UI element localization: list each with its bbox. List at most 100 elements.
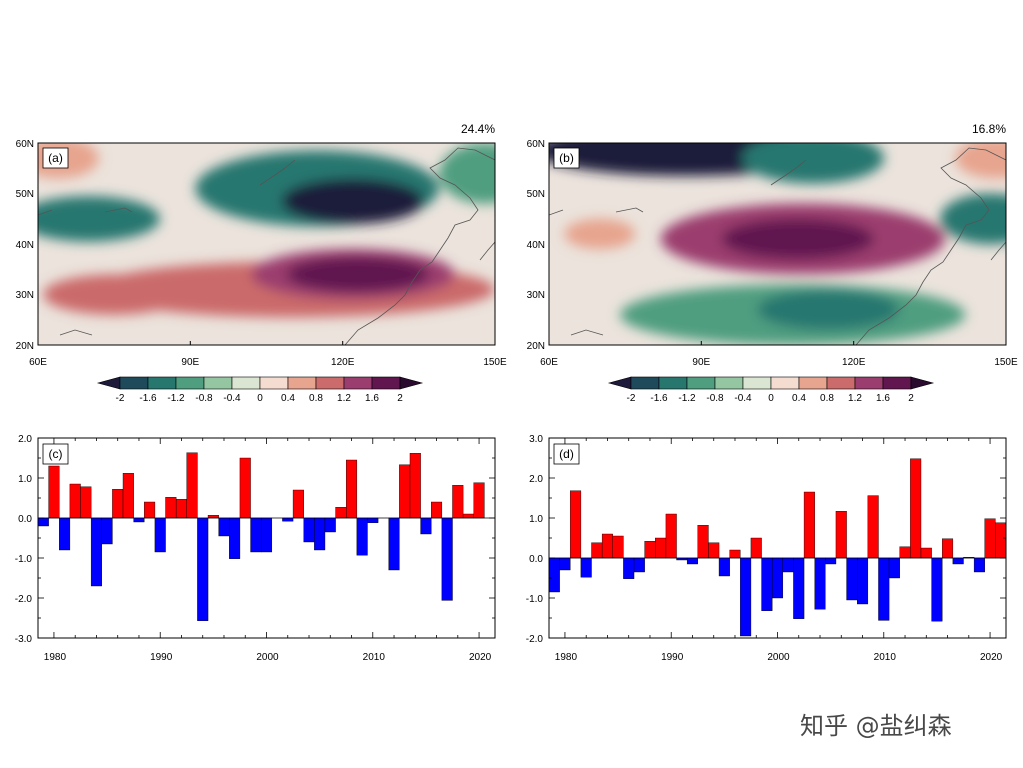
bar-d-bar-2001 xyxy=(782,557,794,573)
bar-d-bar-1979 xyxy=(548,557,560,593)
bar-d-ytick-label: 3.0 xyxy=(529,434,543,445)
map-a-anomaly-blob-2 xyxy=(281,178,424,224)
map-a-panel-label-box: (a) xyxy=(42,147,69,169)
bar-d-x-ticks: 1980 1990 2000 2010 2020 xyxy=(555,652,1003,663)
map-b-anomaly-field xyxy=(549,143,1006,345)
colorbar-a-swatch-5 xyxy=(231,376,261,390)
map-b-coastline xyxy=(549,147,1006,345)
bar-c-bar-1993 xyxy=(186,452,198,519)
map-b-xtick-label: 60E xyxy=(540,357,558,368)
bar-d-bar-2010 xyxy=(878,557,890,621)
map-a-ytick-label: 20N xyxy=(16,341,34,352)
colorbar-a-label: 0.4 xyxy=(281,393,295,404)
colorbar-a-swatch-8 xyxy=(315,376,345,390)
bar-d-bar-2000 xyxy=(771,557,784,599)
map-a-y-ticks: 60N 50N 40N 30N 20N xyxy=(16,139,34,352)
bar-c-xtick-label: 1990 xyxy=(150,652,173,663)
map-a-variance-label: 24.4% xyxy=(461,122,495,136)
map-b-variance-label: 16.8% xyxy=(972,122,1006,136)
map-b-anomaly-blob-1 xyxy=(741,143,885,184)
bar-c-bar-2002 xyxy=(282,517,294,522)
bar-d-panel-label: (d) xyxy=(559,447,574,461)
bar-d-xtick-label: 1990 xyxy=(661,652,684,663)
bar-c-bar-2003 xyxy=(292,489,304,519)
colorbar-b-swatch-5 xyxy=(742,376,772,390)
colorbar-b-swatch-3 xyxy=(686,376,716,390)
bar-c-bar-2007 xyxy=(335,507,347,519)
map-b-anomaly-blob-2 xyxy=(940,193,1006,245)
bar-d-bar-2021 xyxy=(995,522,1007,559)
bar-d-bar-2020 xyxy=(984,518,996,559)
bar-c-bar-1979 xyxy=(37,517,49,527)
colorbar-b-swatches xyxy=(607,376,935,390)
bar-d-bar-1982 xyxy=(580,557,592,578)
bar-c-ytick-label: 2.0 xyxy=(18,434,32,445)
map-b-y-ticks: 60N 50N 40N 30N 20N xyxy=(527,139,545,352)
bar-d-bar-2015 xyxy=(931,557,943,622)
colorbar-a-label: 0.8 xyxy=(309,393,323,404)
bar-c-bar-1988 xyxy=(133,517,145,523)
bar-d-bar-1984 xyxy=(601,533,613,559)
map-a-anomaly-blob-3 xyxy=(439,143,495,204)
colorbar-b-low-end-triangle xyxy=(607,376,632,390)
bar-c-xtick-label: 2020 xyxy=(469,652,492,663)
colorbar-b-label: -0.8 xyxy=(706,393,724,404)
colorbar-b-swatch-10 xyxy=(882,376,912,390)
colorbar-b: -2 -1.6 -1.2 -0.8 -0.4 0 0.4 0.8 1.2 1.6 2 xyxy=(607,376,935,404)
bar-c-label-frame xyxy=(42,443,69,465)
colorbar-a-swatch-6 xyxy=(259,376,289,390)
bar-panel-c: 2.0 1.0 0.0 -1.0 -2.0 -3.0 1980 1990 200… xyxy=(15,434,496,663)
bar-c-bar-1985 xyxy=(101,517,113,545)
bar-d-background xyxy=(549,438,1006,638)
map-a-ytick-label: 40N xyxy=(16,240,34,251)
bar-d-xtick-label: 2010 xyxy=(874,652,897,663)
bar-c-bar-2005 xyxy=(314,517,326,551)
colorbar-b-label: -0.4 xyxy=(734,393,752,404)
bar-c-y-ticks: 2.0 1.0 0.0 -1.0 -2.0 -3.0 xyxy=(15,434,33,645)
bar-d-bar-2009 xyxy=(867,495,879,559)
bar-c-bar-1986 xyxy=(112,489,124,519)
map-a-ytick-label: 30N xyxy=(16,290,34,301)
colorbar-a-swatch-2 xyxy=(147,376,177,390)
bar-c-bar-2015 xyxy=(420,517,432,535)
map-b-anomaly-blob-6 xyxy=(955,143,1006,179)
map-b-ytick-label: 20N xyxy=(527,341,545,352)
map-a-frame xyxy=(37,142,496,346)
bar-c-bar-2013 xyxy=(399,464,411,519)
bar-d-bar-1986 xyxy=(623,557,635,579)
colorbar-b-label: -2 xyxy=(627,393,636,404)
bar-c-xtick-label: 1980 xyxy=(44,652,67,663)
map-a-anomaly-blob-0 xyxy=(38,196,160,242)
bar-d-bar-1981 xyxy=(570,490,582,559)
map-b-panel-label: (b) xyxy=(559,151,574,165)
bar-c-series xyxy=(37,452,485,622)
bar-d-bar-1999 xyxy=(761,557,773,611)
bar-c-bar-2000 xyxy=(260,517,273,553)
map-b-xtick-label: 90E xyxy=(692,357,710,368)
bar-c-bar-2008 xyxy=(346,459,358,519)
colorbar-a-label: -0.8 xyxy=(195,393,213,404)
bar-c-xtick-label: 2010 xyxy=(363,652,386,663)
bar-c-panel-label: (c) xyxy=(49,447,63,461)
bar-d-bar-2002 xyxy=(793,557,805,619)
colorbar-b-label: 0.8 xyxy=(820,393,834,404)
colorbar-b-swatch-6 xyxy=(770,376,800,390)
bar-d-bar-2008 xyxy=(857,557,869,605)
bar-c-bar-2004 xyxy=(303,517,315,543)
bar-d-bar-2004 xyxy=(814,557,826,610)
bar-c-bar-1995 xyxy=(207,515,219,519)
bar-d-bar-1983 xyxy=(591,542,603,559)
bar-d-bar-1998 xyxy=(750,537,762,559)
bar-d-bar-1996 xyxy=(729,549,741,559)
map-a-xtick-label: 90E xyxy=(181,357,199,368)
map-b-ytick-label: 60N xyxy=(527,139,545,150)
bar-d-bar-2003 xyxy=(803,491,815,559)
map-b-ytick-label: 40N xyxy=(527,240,545,251)
bar-d-bar-1980 xyxy=(559,557,571,571)
map-b-anomaly-blob-4 xyxy=(721,218,874,260)
colorbar-b-label: 1.6 xyxy=(876,393,890,404)
map-a-coastline xyxy=(38,147,495,345)
colorbar-a-labels: -2 -1.6 -1.2 -0.8 -0.4 0 0.4 0.8 1.2 1.6 2 xyxy=(116,393,404,404)
bar-d-label-frame xyxy=(553,443,580,465)
colorbar-a-label: 2 xyxy=(397,393,403,404)
